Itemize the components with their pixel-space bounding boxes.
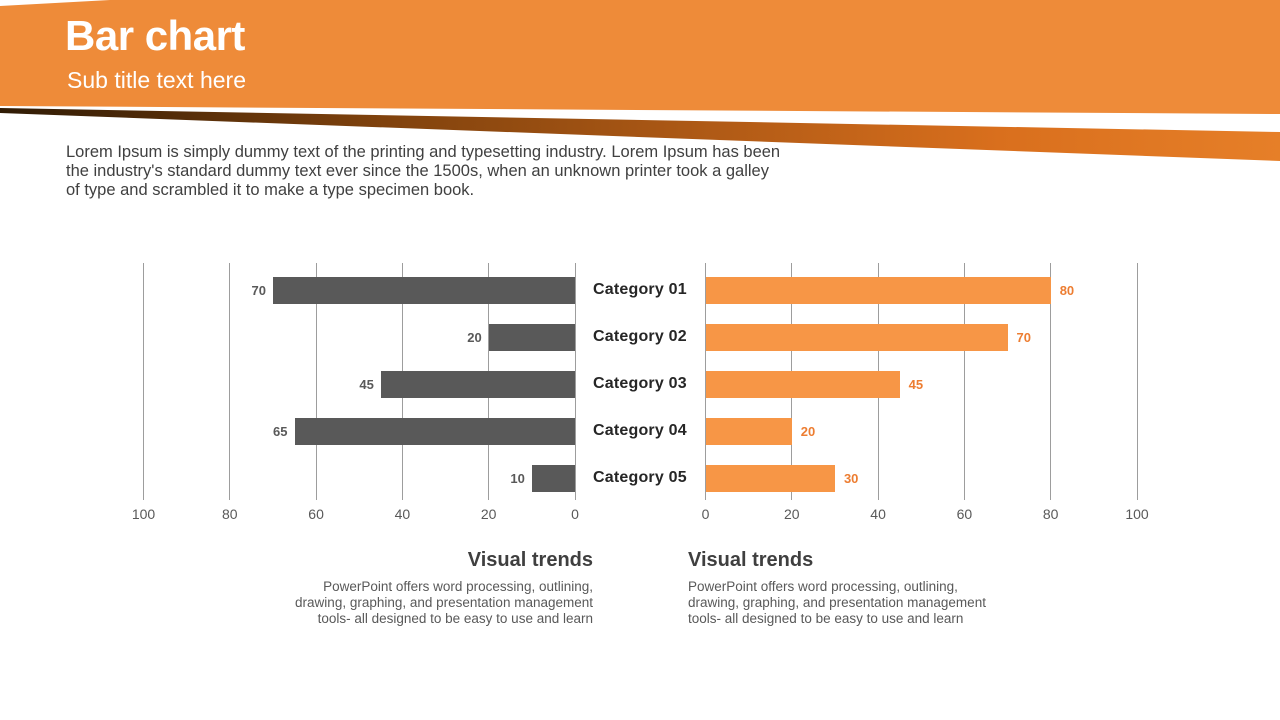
gridline <box>963 263 965 500</box>
footer-heading-right: Visual trends <box>688 549 814 571</box>
category-label: Category 02 <box>593 328 687 345</box>
bar-left-series <box>380 370 575 398</box>
page-title: Bar chart <box>65 12 245 59</box>
bar-value-label-right: 80 <box>1059 283 1075 298</box>
footer-body-right: PowerPoint offers word processing, outli… <box>688 579 986 626</box>
bar-right-series <box>705 370 900 398</box>
bar-left-series <box>272 276 575 304</box>
axis-tick-label: 100 <box>131 506 156 522</box>
visual-trends-block-right: Visual trends PowerPoint offers word pro… <box>688 549 998 627</box>
gridline <box>574 263 576 500</box>
bar-left-series <box>488 323 575 351</box>
axis-tick-label: 80 <box>1042 506 1059 522</box>
bar-value-label-right: 70 <box>1016 330 1032 345</box>
gridline <box>1136 263 1138 500</box>
gridline <box>143 263 144 500</box>
bar-right-series <box>705 464 835 492</box>
axis-tick-label: 0 <box>571 506 579 522</box>
axis-tick-label: 60 <box>956 506 973 522</box>
gridline <box>1050 263 1052 500</box>
bar-value-label-right: 30 <box>843 471 859 486</box>
axis-tick-label: 40 <box>394 506 411 522</box>
axis-tick-label: 40 <box>870 506 886 522</box>
footer-body-left: PowerPoint offers word processing, outli… <box>295 579 593 626</box>
bar-left-series <box>294 417 575 445</box>
page-subtitle: Sub title text here <box>67 67 246 93</box>
header-band: Bar chart Sub title text here <box>0 0 1280 114</box>
axis-tick-label: 80 <box>222 506 238 522</box>
bar-right-series <box>705 323 1008 351</box>
category-label: Category 01 <box>593 281 687 298</box>
bar-right-series <box>705 417 792 445</box>
bar-left-series <box>531 464 575 492</box>
intro-paragraph: Lorem Ipsum is simply dummy text of the … <box>66 143 781 199</box>
category-label: Category 04 <box>593 422 687 439</box>
gridline <box>229 263 231 500</box>
footer-heading-left: Visual trends <box>467 549 593 571</box>
axis-tick-label: 0 <box>701 506 710 522</box>
bar-value-label-left: 65 <box>273 424 288 439</box>
bar-right-series <box>705 276 1051 304</box>
category-label: Category 05 <box>593 469 687 486</box>
gridline <box>315 263 317 500</box>
visual-trends-block-left: Visual trends PowerPoint offers word pro… <box>283 549 593 627</box>
bar-value-label-left: 45 <box>359 377 374 392</box>
axis-tick-label: 100 <box>1125 506 1149 522</box>
axis-tick-label: 60 <box>308 506 324 522</box>
axis-tick-label: 20 <box>480 506 497 522</box>
axis-tick-label: 20 <box>784 506 800 522</box>
bar-value-label-right: 20 <box>800 424 816 439</box>
bar-value-label-left: 10 <box>510 471 525 486</box>
bar-value-label-right: 45 <box>908 377 924 392</box>
category-label: Category 03 <box>593 375 687 392</box>
bar-value-label-left: 20 <box>467 330 482 345</box>
bar-value-label-left: 70 <box>251 283 266 298</box>
